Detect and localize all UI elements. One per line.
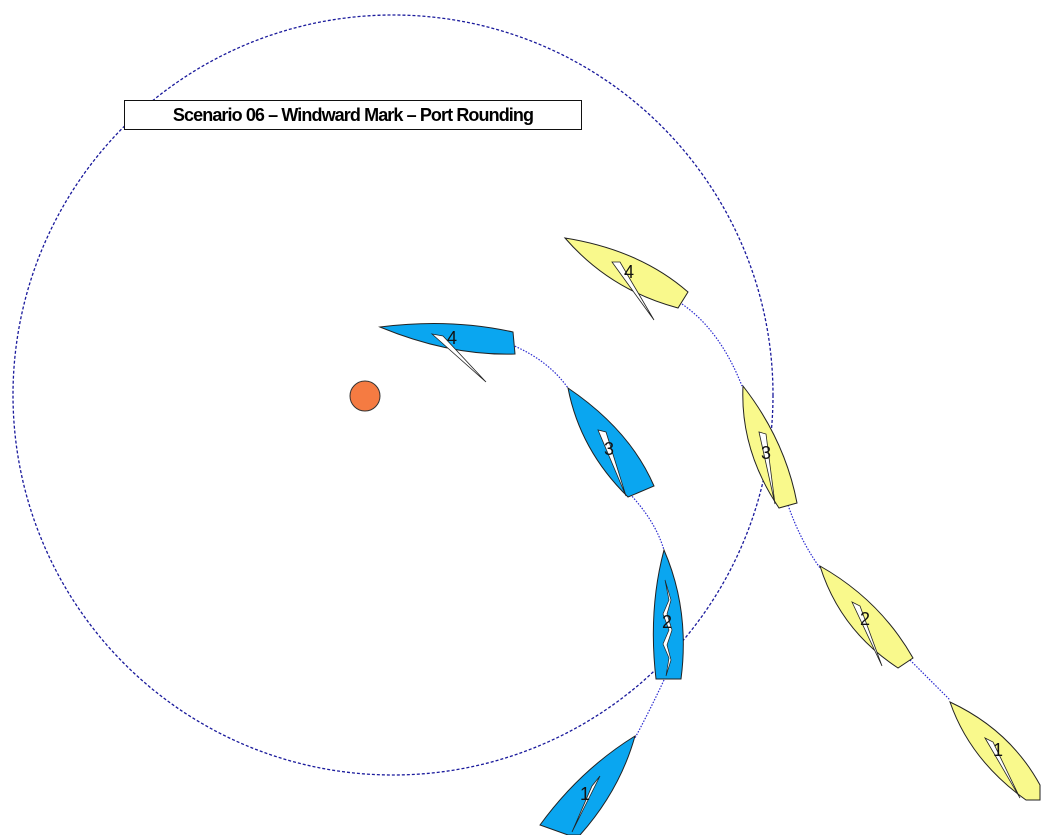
windward-mark — [349, 380, 381, 412]
yellow-boat-1-label: 1 — [993, 740, 1003, 760]
yellow-boat-3: 3 — [742, 384, 798, 509]
yellow-boat-2-label: 2 — [860, 609, 870, 629]
blue-boat-3: 3 — [567, 386, 655, 498]
blue-boat-1: 1 — [539, 734, 636, 835]
blue-track — [511, 344, 665, 739]
yellow-boat-1: 1 — [949, 701, 1041, 801]
yellow-track — [681, 303, 951, 701]
blue-boat-2-label: 2 — [662, 612, 672, 632]
blue-boat-4: 4 — [378, 322, 516, 383]
blue-boat-3-label: 3 — [604, 439, 614, 459]
yellow-boat-2: 2 — [819, 564, 914, 669]
yellow-boat-4: 4 — [563, 237, 689, 321]
yellow-boat-3-label: 3 — [761, 443, 771, 463]
zone-circle — [12, 14, 774, 776]
blue-boat-2: 2 — [652, 548, 684, 680]
blue-boat-4-label: 4 — [447, 328, 457, 348]
scenario-title: Scenario 06 – Windward Mark – Port Round… — [172, 104, 534, 125]
scenario-title-box: Scenario 06 – Windward Mark – Port Round… — [124, 100, 582, 130]
yellow-boat-4-label: 4 — [624, 262, 634, 282]
blue-boat-1-label: 1 — [580, 784, 590, 804]
